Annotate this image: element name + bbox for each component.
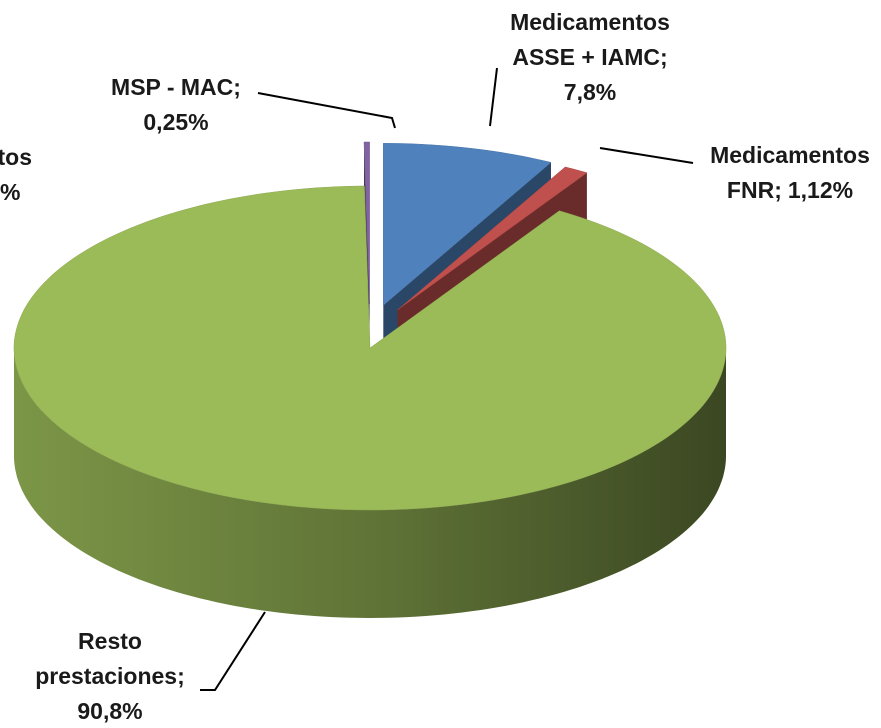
cropped-label: tos % xyxy=(0,140,32,210)
label-value: 90,8% xyxy=(77,698,143,724)
label-separator: ; xyxy=(233,74,241,100)
label-category: Resto prestaciones xyxy=(35,628,178,689)
data-label: Resto prestaciones; 90,8% xyxy=(30,624,190,728)
label-separator: ; xyxy=(177,663,185,689)
leader-line xyxy=(489,67,498,127)
slice xyxy=(383,143,552,306)
slice-side xyxy=(14,348,726,618)
data-label: Medicamentos ASSE + IAMC; 7,8% xyxy=(485,5,695,110)
label-category: MSP - MAC xyxy=(111,74,234,100)
label-value: 1,12% xyxy=(787,177,854,203)
slice xyxy=(13,185,727,511)
label-category: Medicamentos FNR xyxy=(710,142,870,203)
annotation: tos xyxy=(0,144,32,170)
label-value: 7,8% xyxy=(563,79,617,105)
leader-line xyxy=(200,611,266,691)
slice xyxy=(397,166,588,311)
label-category: Medicamentos ASSE + IAMC xyxy=(510,9,670,70)
data-label: MSP - MAC; 0,25% xyxy=(86,70,266,140)
label-value: 0,25% xyxy=(143,109,209,135)
label-separator: ; xyxy=(774,177,782,203)
leader-line xyxy=(599,147,694,164)
label-separator: ; xyxy=(659,44,668,70)
leader-line xyxy=(257,92,396,129)
slice xyxy=(363,141,370,305)
data-label: Medicamentos FNR; 1,12% xyxy=(690,138,881,208)
annotation: % xyxy=(0,179,21,205)
